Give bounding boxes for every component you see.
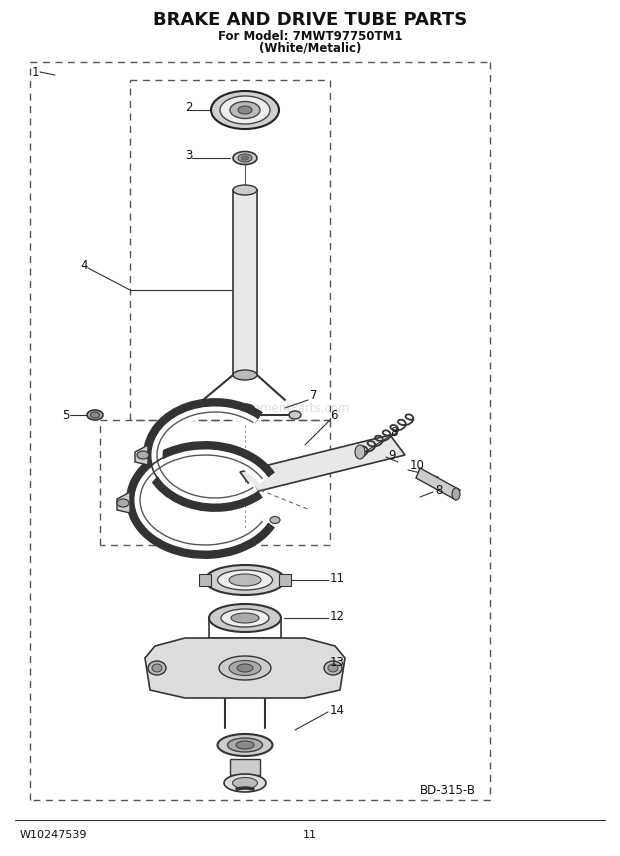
Ellipse shape (233, 185, 257, 195)
Polygon shape (117, 492, 130, 513)
Ellipse shape (221, 609, 269, 627)
Ellipse shape (87, 410, 103, 420)
Text: 12: 12 (330, 610, 345, 623)
Ellipse shape (238, 154, 252, 162)
Ellipse shape (232, 777, 257, 788)
Text: 8: 8 (390, 425, 397, 438)
Text: 13: 13 (330, 657, 345, 669)
Ellipse shape (91, 412, 99, 418)
Ellipse shape (235, 404, 255, 416)
Text: 3: 3 (185, 148, 192, 162)
Text: 10: 10 (410, 459, 425, 472)
Ellipse shape (328, 664, 338, 672)
Ellipse shape (233, 152, 257, 164)
Ellipse shape (229, 661, 261, 675)
Polygon shape (135, 445, 148, 465)
Ellipse shape (152, 664, 162, 672)
Polygon shape (233, 190, 257, 375)
Ellipse shape (270, 516, 280, 524)
Text: 11: 11 (303, 830, 317, 840)
Polygon shape (416, 468, 460, 500)
Ellipse shape (242, 156, 249, 160)
Ellipse shape (172, 410, 188, 420)
Ellipse shape (209, 604, 281, 632)
Ellipse shape (205, 565, 285, 595)
Text: For Model: 7MWT97750TM1: For Model: 7MWT97750TM1 (218, 29, 402, 43)
Text: 2: 2 (185, 100, 192, 114)
Ellipse shape (452, 488, 460, 500)
Ellipse shape (219, 656, 271, 680)
Text: 14: 14 (330, 704, 345, 716)
Polygon shape (279, 574, 291, 586)
Ellipse shape (238, 106, 252, 114)
Ellipse shape (117, 499, 129, 507)
Ellipse shape (240, 407, 250, 413)
Text: 11: 11 (330, 572, 345, 585)
Polygon shape (199, 574, 211, 586)
Text: (White/Metalic): (White/Metalic) (259, 41, 361, 55)
Text: 8: 8 (435, 484, 443, 496)
Ellipse shape (148, 661, 166, 675)
Ellipse shape (355, 445, 365, 459)
Text: 6: 6 (330, 408, 337, 421)
Ellipse shape (236, 741, 254, 749)
Ellipse shape (230, 102, 260, 118)
Text: 4: 4 (80, 259, 87, 271)
Text: 1: 1 (32, 66, 40, 79)
Ellipse shape (229, 574, 261, 586)
Text: 7: 7 (310, 389, 317, 401)
Ellipse shape (237, 664, 253, 672)
Ellipse shape (324, 661, 342, 675)
Ellipse shape (289, 411, 301, 419)
Ellipse shape (224, 774, 266, 792)
Polygon shape (240, 435, 405, 492)
Text: ereplacementParts.com: ereplacementParts.com (210, 401, 350, 414)
Ellipse shape (137, 451, 149, 459)
Text: 9: 9 (388, 449, 396, 461)
Ellipse shape (233, 370, 257, 380)
Polygon shape (230, 759, 260, 775)
Ellipse shape (220, 96, 270, 124)
Text: BRAKE AND DRIVE TUBE PARTS: BRAKE AND DRIVE TUBE PARTS (153, 11, 467, 29)
Text: W10247539: W10247539 (20, 830, 87, 840)
Polygon shape (145, 638, 345, 698)
Text: BD-315-B: BD-315-B (420, 783, 476, 796)
Ellipse shape (218, 570, 273, 590)
Text: 5: 5 (62, 408, 69, 421)
Ellipse shape (218, 734, 273, 756)
Ellipse shape (211, 91, 279, 129)
Ellipse shape (228, 738, 262, 752)
Ellipse shape (231, 613, 259, 623)
